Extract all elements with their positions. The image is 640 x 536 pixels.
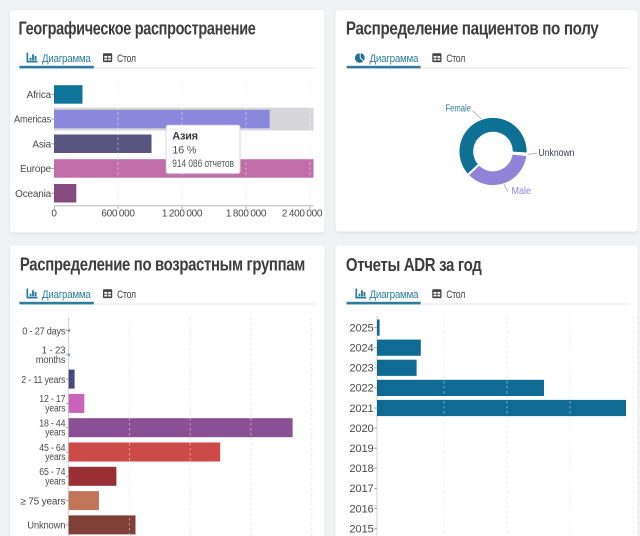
svg-text:Диаграмма: Диаграмма: [42, 53, 92, 65]
svg-text:1 - 23: 1 - 23: [42, 346, 66, 357]
svg-text:0 - 27 days: 0 - 27 days: [22, 326, 65, 337]
svg-text:Стол: Стол: [117, 289, 136, 301]
svg-text:914 086 отчетов: 914 086 отчетов: [172, 158, 234, 170]
svg-text:Africa: Africa: [27, 90, 52, 101]
svg-text:Стол: Стол: [446, 53, 465, 65]
svg-text:65 - 74: 65 - 74: [39, 467, 66, 478]
svg-text:16 %: 16 %: [172, 144, 196, 156]
svg-text:Unknown: Unknown: [27, 521, 65, 532]
svg-text:2024: 2024: [349, 343, 373, 355]
svg-text:years: years: [45, 452, 65, 463]
svg-text:years: years: [45, 428, 65, 439]
svg-text:Стол: Стол: [446, 289, 465, 301]
svg-text:months: months: [36, 355, 66, 366]
svg-text:2020: 2020: [349, 423, 373, 435]
svg-text:2 400 000: 2 400 000: [282, 209, 323, 220]
svg-text:2021: 2021: [349, 403, 373, 415]
svg-text:years: years: [45, 403, 65, 414]
svg-text:Диаграмма: Диаграмма: [370, 53, 420, 65]
svg-text:years: years: [45, 476, 65, 487]
svg-text:Male: Male: [512, 186, 532, 197]
svg-text:2023: 2023: [349, 363, 373, 375]
svg-text:2019: 2019: [349, 443, 373, 455]
svg-text:Americas: Americas: [14, 115, 51, 126]
svg-text:Диаграмма: Диаграмма: [370, 289, 420, 301]
svg-text:2 - 11 years: 2 - 11 years: [21, 375, 65, 386]
svg-text:Female: Female: [446, 104, 472, 115]
svg-text:Europe: Europe: [20, 164, 52, 175]
svg-text:2015: 2015: [349, 523, 373, 535]
svg-text:2018: 2018: [349, 463, 373, 475]
svg-text:Географическое распространение: Географическое распространение: [19, 19, 256, 39]
svg-text:2016: 2016: [349, 503, 373, 515]
svg-text:Стол: Стол: [117, 53, 136, 65]
svg-text:1 200 000: 1 200 000: [162, 209, 203, 220]
svg-text:2022: 2022: [349, 383, 373, 395]
svg-text:Азия: Азия: [172, 130, 197, 142]
svg-text:Asia: Asia: [32, 139, 51, 150]
svg-text:0: 0: [51, 209, 57, 220]
svg-text:Unknown: Unknown: [539, 148, 575, 159]
svg-text:2017: 2017: [349, 483, 373, 495]
svg-text:18 - 44: 18 - 44: [39, 419, 66, 430]
svg-text:1 800 000: 1 800 000: [226, 209, 267, 220]
svg-text:Распределение по возрастным гр: Распределение по возрастным группам: [20, 255, 305, 275]
svg-text:Отчеты ADR за год: Отчеты ADR за год: [346, 255, 482, 275]
svg-text:45 - 64: 45 - 64: [39, 443, 66, 454]
svg-text:2025: 2025: [349, 322, 373, 334]
svg-text:Oceania: Oceania: [15, 189, 51, 200]
svg-text:600 000: 600 000: [101, 209, 135, 220]
svg-text:Распределение пациентов по пол: Распределение пациентов по полу: [346, 19, 599, 39]
svg-text:≥ 75 years: ≥ 75 years: [20, 496, 65, 507]
svg-text:Диаграмма: Диаграмма: [42, 289, 92, 301]
svg-text:12 - 17: 12 - 17: [39, 394, 66, 405]
